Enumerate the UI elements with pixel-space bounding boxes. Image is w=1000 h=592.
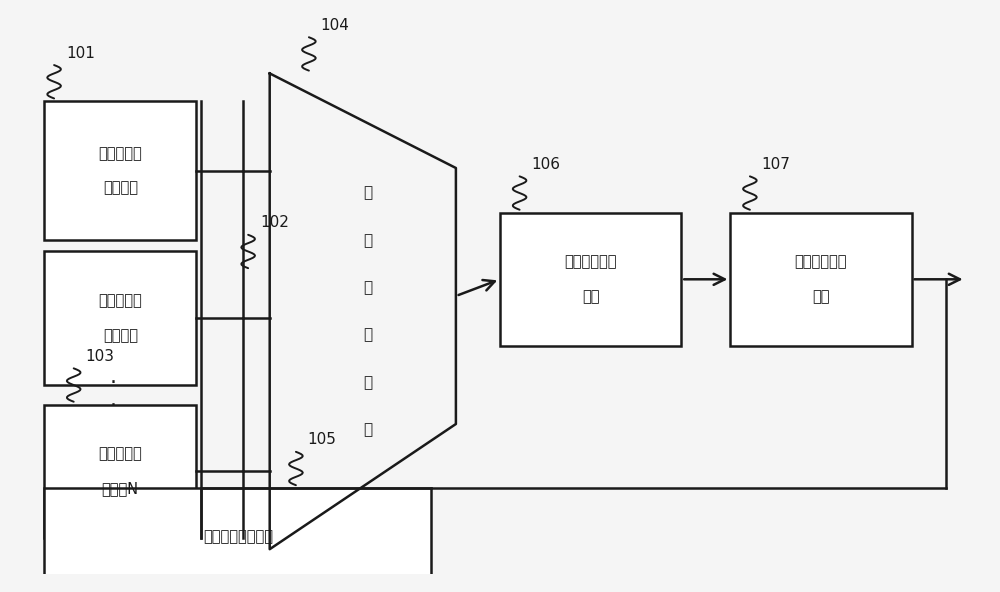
- Bar: [730, 213, 912, 346]
- Text: 路: 路: [363, 233, 372, 248]
- Text: 107: 107: [762, 157, 791, 172]
- Bar: [44, 404, 196, 538]
- Text: 择: 择: [363, 327, 372, 342]
- Text: 入通道二: 入通道二: [103, 328, 138, 343]
- Text: 102: 102: [260, 215, 289, 230]
- Text: 入通道一: 入通道一: [103, 181, 138, 195]
- Text: 并行开关控制模块: 并行开关控制模块: [203, 529, 273, 544]
- Text: 负载变化检测: 负载变化检测: [795, 255, 847, 269]
- Text: 视频信号输: 视频信号输: [98, 446, 142, 462]
- Text: 入通道N: 入通道N: [102, 481, 139, 496]
- Text: 视频信号输: 视频信号输: [98, 294, 142, 308]
- Text: 视频信号输: 视频信号输: [98, 146, 142, 161]
- Bar: [44, 252, 196, 385]
- Text: 106: 106: [531, 157, 560, 172]
- Text: 105: 105: [308, 432, 337, 448]
- Text: 多: 多: [363, 185, 372, 201]
- Bar: [500, 213, 681, 346]
- Text: 选: 选: [363, 280, 372, 295]
- Text: 模: 模: [363, 375, 372, 390]
- Bar: [44, 101, 196, 240]
- Text: 101: 101: [66, 46, 95, 60]
- Text: 块: 块: [363, 422, 372, 437]
- Text: 模块: 模块: [812, 289, 830, 304]
- Text: 103: 103: [85, 349, 114, 364]
- Text: 信号衰减控制: 信号衰减控制: [564, 255, 617, 269]
- Text: ·
·: · ·: [109, 373, 116, 416]
- Text: 104: 104: [321, 18, 350, 33]
- Bar: [44, 488, 431, 585]
- Text: 模块: 模块: [582, 289, 599, 304]
